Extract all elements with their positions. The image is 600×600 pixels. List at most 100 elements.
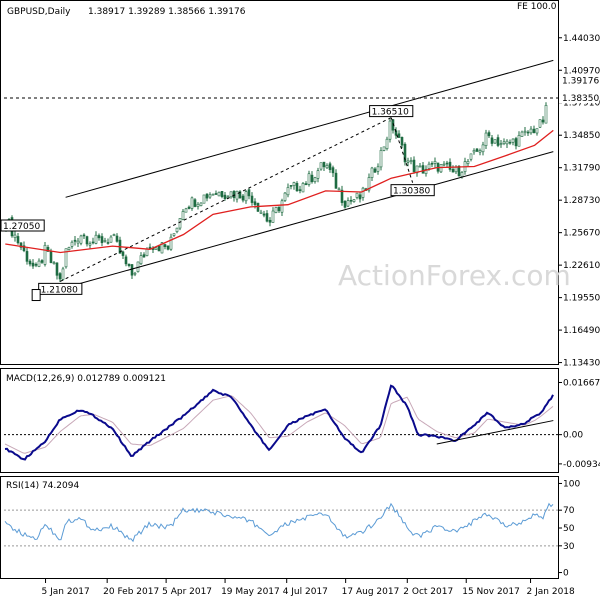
channel-line-upper (65, 59, 554, 198)
price-current-box (559, 93, 599, 104)
candle-body (301, 183, 305, 193)
watermark: ActionForex.com (338, 259, 571, 292)
candle-body (211, 193, 215, 196)
candle-body (130, 264, 134, 276)
candle-body (511, 138, 515, 143)
candle-body (19, 242, 23, 248)
candle-body (169, 236, 173, 250)
candle-body (214, 193, 218, 195)
price-ytick-label: 1.16490 (563, 326, 600, 336)
candle-body (316, 170, 320, 179)
channel-line-lower (65, 151, 554, 289)
candle-body (166, 245, 170, 250)
candle-body (337, 188, 341, 191)
candle-body (115, 235, 119, 242)
candle-body (121, 251, 125, 256)
candle-body (340, 189, 344, 203)
candle-body (253, 201, 257, 205)
candle-body (346, 200, 350, 207)
candle-body (514, 138, 518, 147)
macd-ytick-label: -0.009345 (563, 460, 600, 470)
rsi-ytick-label: 0 (563, 569, 569, 579)
candle-body (424, 168, 428, 174)
candle-body (139, 255, 143, 265)
candle-body (226, 196, 230, 199)
candle-body (493, 139, 497, 144)
candle-body (508, 141, 512, 144)
candle-body (46, 246, 50, 252)
price-current-label: 1.39176 (562, 76, 599, 86)
chart-title: GBPUSD,Daily (7, 7, 71, 17)
candle-body (430, 163, 434, 165)
candle-body (175, 227, 179, 232)
candle-body (496, 137, 500, 146)
candle-body (82, 234, 86, 237)
candle-body (154, 247, 158, 250)
candle-body (373, 168, 377, 173)
candle-body (157, 245, 161, 252)
candle-body (67, 247, 71, 250)
annotation-label: 1.27050 (3, 222, 40, 232)
candle-body (28, 260, 32, 265)
candle-body (91, 241, 95, 244)
candle-body (502, 141, 506, 145)
candle-body (58, 273, 62, 280)
candle-body (532, 128, 536, 134)
candle-body (529, 128, 533, 134)
candle-body (490, 137, 494, 144)
candle-body (37, 260, 41, 267)
candle-body (229, 191, 233, 198)
candle-body (250, 195, 254, 203)
candle-body (40, 260, 44, 263)
candle-body (187, 206, 191, 209)
candle-body (268, 219, 272, 223)
candle-body (406, 160, 410, 163)
price-ytick-label: 1.34850 (563, 131, 600, 141)
channel-line-dashed (60, 117, 392, 282)
candle-body (442, 163, 446, 166)
candle-body (256, 202, 260, 212)
candle-body (325, 165, 329, 169)
candle-body (397, 133, 401, 138)
candle-body (244, 191, 248, 202)
candle-body (238, 191, 242, 199)
candle-body (235, 190, 239, 200)
candle-body (160, 242, 164, 254)
rsi-title: RSI(14) 74.2094 (6, 481, 79, 491)
candle-body (94, 234, 98, 244)
candle-body (85, 236, 89, 245)
candle-body (523, 130, 527, 133)
macd-layer (4, 384, 558, 461)
candle-body (106, 242, 110, 244)
rsi-line (4, 502, 554, 543)
annotation-box (390, 184, 435, 197)
x-tick-label: 2 Jan 2018 (527, 587, 575, 597)
candle-body (481, 144, 485, 153)
price-panel-frame (0, 0, 559, 365)
price-ytick-label: 1.25670 (563, 229, 600, 239)
candle-body (271, 210, 275, 223)
macd-panel-frame (0, 368, 559, 473)
candle-body (274, 207, 278, 213)
moving-average-line (5, 129, 554, 254)
rsi-ytick-label: 50 (563, 524, 575, 534)
candle-body (475, 148, 479, 152)
candle-body (319, 162, 323, 170)
rsi-ytick-label: 100 (563, 479, 580, 489)
rsi-layer (4, 502, 558, 547)
annotation-box (369, 105, 414, 118)
candle-body (31, 262, 35, 267)
candle-body (265, 213, 269, 222)
candle-body (259, 211, 263, 214)
candle-body (217, 191, 221, 197)
candle-body (469, 153, 473, 160)
macd-title: MACD(12,26,9) 0.012789 0.009121 (6, 374, 166, 384)
candle-body (193, 199, 197, 207)
price-ytick-label: 1.13430 (563, 359, 600, 369)
candle-body (112, 234, 116, 236)
candle-body (289, 185, 293, 187)
candle-body (358, 194, 362, 200)
candle-body (421, 165, 425, 174)
candle-body (499, 143, 503, 145)
